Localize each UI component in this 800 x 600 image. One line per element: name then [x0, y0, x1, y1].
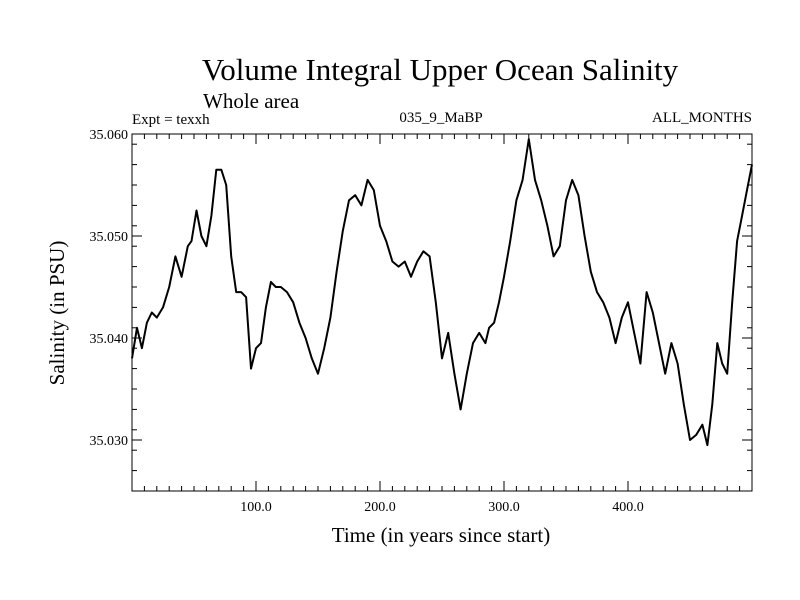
chart-subtitle: Whole area [203, 89, 300, 113]
run-id-label: 035_9_MaBP [399, 110, 482, 126]
months-label: ALL_MONTHS [652, 110, 752, 126]
y-tick-label: 35.060 [90, 128, 129, 143]
salinity-series-line [131, 138, 753, 447]
x-tick-label: 400.0 [612, 500, 644, 515]
chart-title: Volume Integral Upper Ocean Salinity [202, 52, 679, 87]
y-tick-label: 35.050 [90, 230, 129, 245]
y-axis-label: Salinity (in PSU) [45, 241, 69, 386]
experiment-label: Expt = texxh [132, 112, 210, 128]
y-tick-label: 35.040 [90, 332, 129, 347]
y-tick-label: 35.030 [90, 434, 129, 449]
x-tick-label: 200.0 [364, 500, 396, 515]
x-tick-label: 300.0 [488, 500, 520, 515]
plot-frame [131, 133, 753, 492]
x-axis-label: Time (in years since start) [332, 523, 551, 547]
x-tick-label: 100.0 [240, 500, 272, 515]
